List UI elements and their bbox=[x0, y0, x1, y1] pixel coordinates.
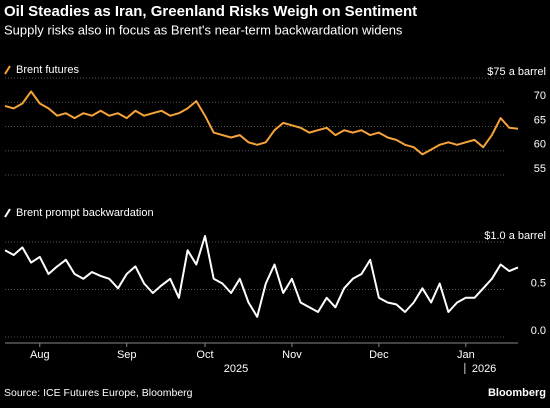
legend-swatch bbox=[4, 208, 11, 218]
x-tick-label: Dec bbox=[369, 349, 389, 361]
brand: Bloomberg bbox=[488, 387, 546, 399]
chart-title: Oil Steadies as Iran, Greenland Risks We… bbox=[4, 3, 417, 20]
x-tick-label: Sep bbox=[117, 349, 137, 361]
legend-swatch bbox=[4, 65, 11, 75]
y-tick-label: 0.0 bbox=[531, 325, 546, 337]
series-line bbox=[4, 235, 519, 318]
y-tick-label: 55 bbox=[534, 163, 546, 175]
year-label: 2026 bbox=[472, 363, 496, 375]
series-line bbox=[4, 90, 519, 156]
year-label: 2025 bbox=[224, 363, 248, 375]
y-tick-label: 70 bbox=[534, 90, 546, 102]
y-tick-label: 0.5 bbox=[531, 277, 546, 289]
x-tick-label: Aug bbox=[30, 349, 50, 361]
y-tick-label: 60 bbox=[534, 139, 546, 151]
legend-label: Brent futures bbox=[16, 64, 79, 76]
legend-label: Brent prompt backwardation bbox=[16, 207, 154, 219]
source: Source: ICE Futures Europe, Bloomberg bbox=[4, 387, 193, 399]
y-tick-label: $1.0 a barrel bbox=[484, 230, 546, 242]
y-tick-label: $75 a barrel bbox=[487, 66, 546, 78]
x-tick-label: Nov bbox=[282, 349, 302, 361]
y-tick-label: 65 bbox=[534, 114, 546, 126]
x-tick-label: Oct bbox=[196, 349, 213, 361]
chart-subtitle: Supply risks also in focus as Brent's ne… bbox=[4, 22, 403, 37]
x-tick-label: Jan bbox=[457, 349, 475, 361]
